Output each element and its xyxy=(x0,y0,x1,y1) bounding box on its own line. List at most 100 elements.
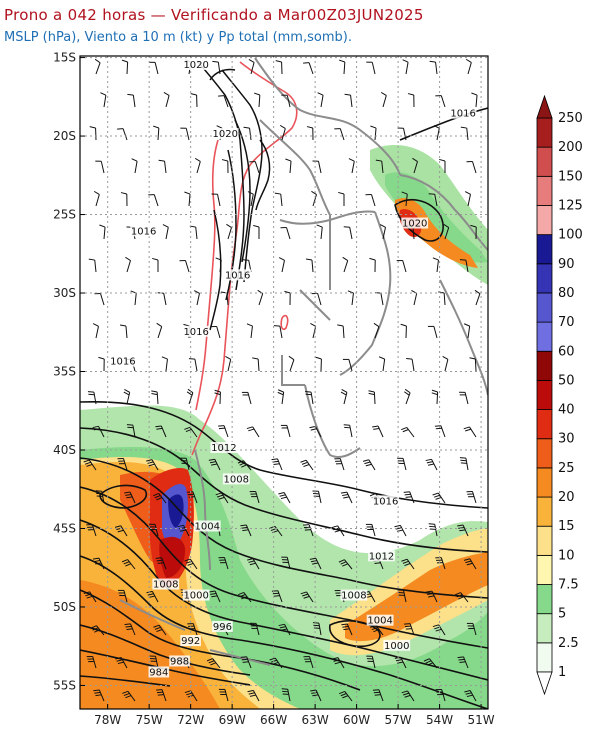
wind-barb xyxy=(440,425,446,438)
wind-barb xyxy=(183,525,190,537)
isobar-label: 1008 xyxy=(224,474,249,485)
wind-barb xyxy=(465,260,469,273)
wind-barb xyxy=(88,459,97,471)
wind-barb xyxy=(224,689,229,702)
wind-barb xyxy=(339,128,345,141)
wind-barb xyxy=(243,460,252,471)
wind-barb xyxy=(255,491,260,504)
wind-barb xyxy=(250,62,255,75)
colorbar-label: 20 xyxy=(558,490,575,505)
wind-barb xyxy=(134,161,138,174)
wind-barb xyxy=(289,359,295,372)
wind-barb xyxy=(409,491,415,504)
wind-barb xyxy=(281,392,285,405)
wind-barb xyxy=(382,95,387,108)
wind-barb xyxy=(474,358,477,372)
wind-barb xyxy=(436,391,439,405)
wind-barb xyxy=(318,623,322,636)
wind-barb xyxy=(134,293,137,306)
lon-label: 78W xyxy=(94,713,121,727)
wind-barb xyxy=(312,194,317,207)
wind-barb xyxy=(315,689,322,702)
longitude-labels: 78W 75W 72W 69W 66W 63W 60W 57W 54W 51W xyxy=(94,704,495,727)
wind-barb xyxy=(185,260,190,273)
wind-barb xyxy=(371,194,376,207)
wind-barb xyxy=(444,227,450,240)
colorbar-label: 100 xyxy=(558,228,583,243)
wind-barb xyxy=(286,557,291,570)
wind-barb xyxy=(129,491,136,504)
wind-barb xyxy=(189,558,198,570)
wind-barb xyxy=(440,557,446,570)
colorbar-label: 2.5 xyxy=(558,636,579,651)
colorbar-label: 25 xyxy=(558,461,575,476)
lon-label: 66W xyxy=(260,713,287,727)
wind-barb xyxy=(381,161,384,174)
wind-barb xyxy=(214,458,221,471)
isobar-label: 984 xyxy=(149,667,168,678)
wind-barb xyxy=(281,260,285,273)
colorbar-swatch xyxy=(536,117,553,148)
colorbar-swatch xyxy=(536,554,553,585)
isobar-labels: 1020 1020 1016 1016 1020 1016 1016 1016 1012 1008… xyxy=(109,58,477,678)
isobar-label: 1016 xyxy=(225,270,250,281)
wind-barb xyxy=(95,194,100,207)
colorbar-swatch xyxy=(536,146,553,177)
wind-barb xyxy=(95,62,101,75)
wind-barb xyxy=(94,260,97,273)
lon-label: 63W xyxy=(302,713,329,727)
wind-barb xyxy=(380,293,384,306)
isobar-label: 996 xyxy=(213,622,232,633)
colorbar-label: 10 xyxy=(558,548,575,563)
wind-barb xyxy=(246,656,252,669)
wind-barb xyxy=(310,392,314,405)
wind-barb xyxy=(155,656,159,669)
precipitation-colorbar: 1 2.5 5 7.5 10 15 20 25 30 40 50 60 70 80 90 100 125 150 2… xyxy=(536,94,583,696)
wind-barb xyxy=(314,426,322,438)
colorbar-label: 80 xyxy=(558,286,575,301)
wind-barb xyxy=(96,625,105,636)
colorbar-label: 40 xyxy=(558,403,575,418)
wind-barb xyxy=(158,624,167,636)
colorbar-swatch xyxy=(536,613,553,644)
wind-barb xyxy=(247,392,252,405)
wind-barb xyxy=(405,194,408,207)
wind-barb xyxy=(400,656,407,669)
isobar-label: 1012 xyxy=(211,443,236,454)
wind-barb xyxy=(93,392,97,405)
wind-barb xyxy=(89,591,97,603)
lat-lon-grid xyxy=(80,56,488,709)
wind-barb xyxy=(163,293,167,306)
wind-barb xyxy=(120,657,128,669)
wind-barb xyxy=(412,227,415,240)
wind-barb xyxy=(190,690,198,702)
lon-label: 51W xyxy=(468,713,495,727)
wind-barb xyxy=(153,194,159,207)
colorbar-label: 200 xyxy=(558,140,583,155)
wind-barb xyxy=(154,62,159,75)
wind-barb xyxy=(188,392,194,405)
wind-barb xyxy=(160,425,167,438)
wind-barb xyxy=(311,260,314,273)
isobar-label: 1020 xyxy=(212,129,237,140)
wind-barb xyxy=(125,326,128,339)
wind-barb xyxy=(443,292,446,306)
wind-barb xyxy=(126,260,131,273)
colorbar-top-arrow xyxy=(536,94,553,119)
wind-barb xyxy=(308,524,314,537)
colorbar-swatch xyxy=(536,642,553,673)
wind-barb xyxy=(343,61,346,75)
wind-barb xyxy=(348,359,353,372)
wind-barb xyxy=(120,525,128,537)
wind-barb xyxy=(444,359,449,372)
wind-barb xyxy=(189,426,198,438)
colorbar-swatch xyxy=(536,175,553,206)
wind-barb xyxy=(286,95,291,108)
wind-barb xyxy=(289,161,292,174)
wind-barb xyxy=(100,161,105,174)
wind-barb xyxy=(274,525,283,537)
wind-barb xyxy=(157,127,160,141)
wind-barb xyxy=(403,128,407,141)
wind-barb xyxy=(219,260,222,273)
